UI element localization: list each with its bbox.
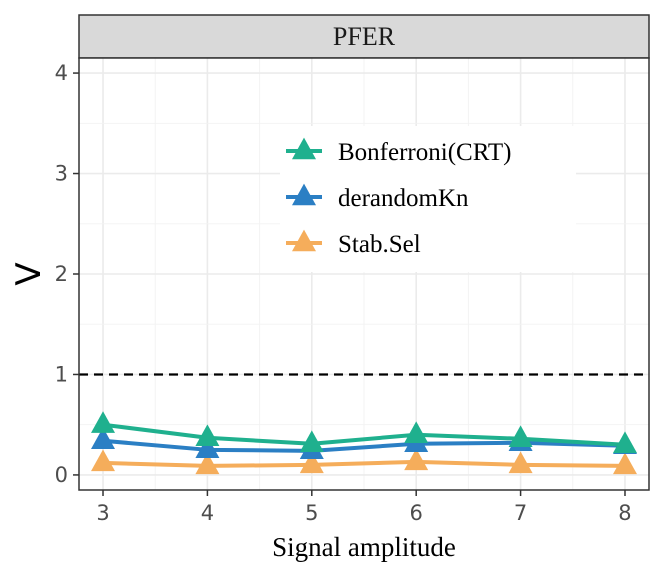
data-point [91, 411, 116, 433]
legend-marker [292, 229, 316, 252]
facet-strip [78, 14, 650, 59]
data-point [195, 436, 220, 459]
x-axis-label: Signal amplitude [272, 532, 456, 562]
series-layer [91, 411, 637, 475]
data-point [404, 448, 429, 471]
y-tick-label: 3 [55, 162, 68, 186]
legend-marker [292, 183, 316, 206]
x-tick-label: 3 [96, 501, 109, 525]
y-tick-label: 1 [55, 362, 68, 386]
series-line [102, 422, 626, 447]
data-point [508, 451, 533, 474]
data-point [91, 427, 116, 449]
data-point [195, 424, 220, 446]
x-tick-label: 7 [514, 501, 527, 525]
y-tick-label: 0 [55, 463, 68, 487]
series-line [102, 459, 626, 468]
series-stab-sel [91, 448, 637, 475]
legend: Bonferroni(CRT) derandomKn Stab.Sel [280, 126, 576, 272]
x-tick-label: 8 [618, 501, 631, 525]
series-bonferroni-crt- [91, 411, 637, 453]
legend-item: Stab.Sel [286, 229, 421, 258]
y-tick-label: 2 [55, 262, 68, 286]
legend-label: derandomKn [338, 185, 469, 212]
data-point [508, 425, 533, 447]
legend-label: Stab.Sel [338, 231, 421, 258]
legend-item: Bonferroni(CRT) [286, 137, 511, 166]
data-point [299, 430, 324, 452]
legend-marker [292, 137, 316, 160]
x-tick-label: 6 [410, 501, 423, 525]
data-point [91, 449, 116, 472]
data-point [404, 421, 429, 443]
y-axis: 0 1 2 3 4 [55, 61, 79, 487]
x-tick-label: 5 [305, 501, 318, 525]
data-point [195, 452, 220, 475]
x-tick-label: 4 [201, 501, 214, 525]
data-point [612, 431, 637, 453]
legend-box [280, 126, 576, 272]
legend-label: Bonferroni(CRT) [338, 139, 511, 166]
legend-item: derandomKn [286, 183, 469, 212]
facet-strip-title: PFER [333, 22, 396, 51]
y-axis-label: V [9, 262, 49, 285]
data-point [299, 451, 324, 474]
x-axis: 3 4 5 6 7 8 [96, 490, 632, 525]
y-tick-label: 4 [55, 61, 68, 85]
data-point [612, 452, 637, 475]
series-line [102, 438, 626, 453]
